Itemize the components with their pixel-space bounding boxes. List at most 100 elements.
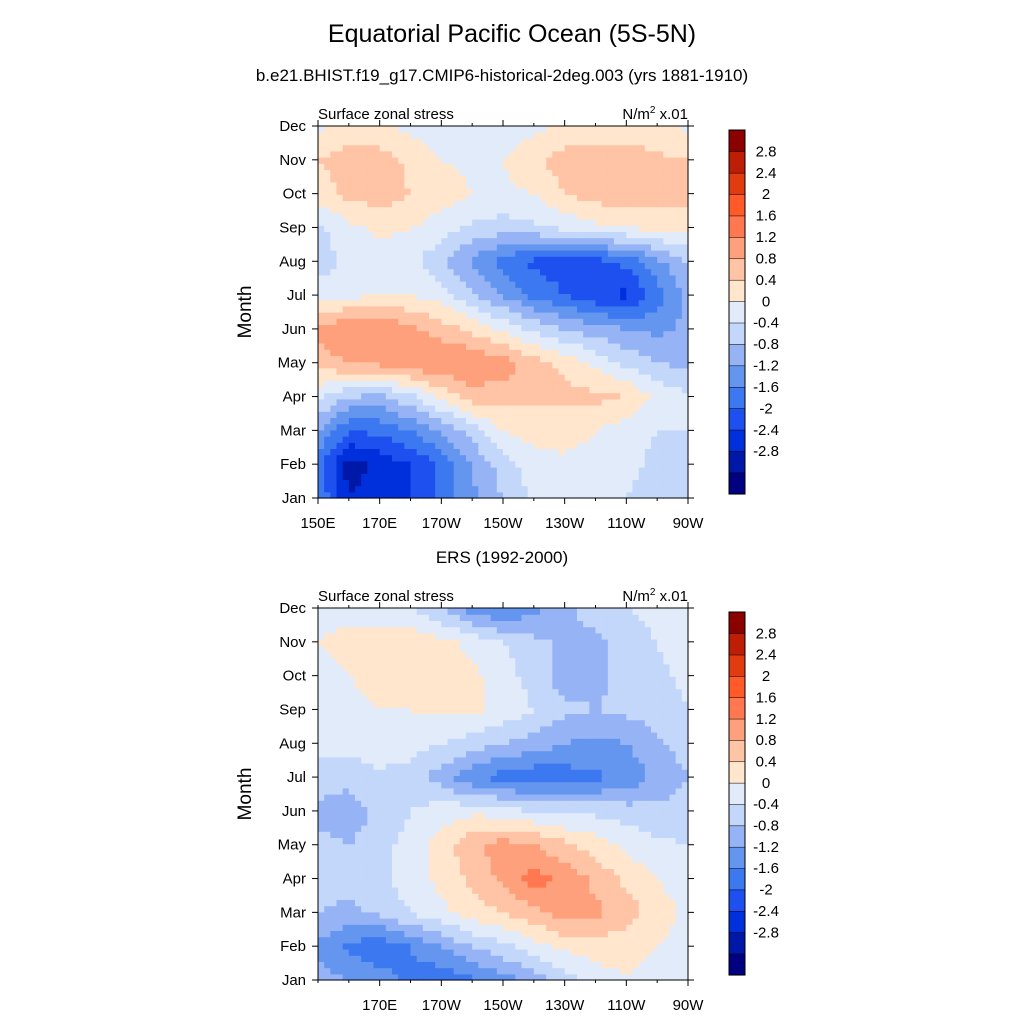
contour-cell — [330, 361, 338, 369]
contour-cell — [577, 138, 584, 146]
contour-cell — [385, 448, 393, 456]
contour-cell — [459, 281, 467, 288]
contour-cell — [564, 398, 572, 406]
contour-cell — [367, 256, 375, 263]
contour-cell — [601, 942, 609, 950]
contour-cell — [570, 485, 578, 493]
contour-cell — [521, 144, 529, 152]
contour-cell — [324, 324, 331, 332]
contour-cell — [515, 287, 523, 294]
contour-cell — [447, 163, 455, 170]
contour-cell — [318, 318, 325, 325]
contour-cell — [398, 157, 405, 164]
y-tick-label: Nov — [279, 152, 306, 169]
contour-cell — [379, 485, 387, 493]
contour-cell — [527, 862, 535, 869]
contour-cell — [527, 955, 535, 962]
contour-cell — [620, 324, 627, 332]
contour-cell — [564, 961, 572, 969]
contour-cell — [422, 367, 430, 375]
contour-cell — [638, 485, 646, 493]
contour-cell — [330, 967, 338, 975]
contour-cell — [410, 936, 418, 944]
contour-cell — [398, 181, 405, 189]
contour-cell — [416, 169, 424, 177]
contour-cell — [410, 231, 418, 239]
contour-cell — [644, 868, 652, 876]
contour-cell — [515, 132, 523, 139]
contour-cell — [484, 374, 492, 381]
contour-cell — [478, 274, 486, 282]
contour-cell — [657, 175, 664, 183]
contour-cell — [484, 287, 492, 294]
contour-cell — [663, 936, 671, 944]
contour-cell — [558, 918, 566, 925]
contour-cell — [638, 936, 646, 944]
contour-cell — [318, 856, 325, 863]
contour-cell — [638, 392, 646, 400]
contour-cell — [478, 212, 486, 220]
contour-cell — [558, 262, 566, 270]
contour-cell — [429, 361, 436, 369]
contour-cell — [392, 175, 399, 183]
contour-cell — [410, 429, 418, 437]
contour-cell — [404, 454, 412, 462]
contour-cell — [392, 194, 399, 201]
contour-cell — [398, 256, 405, 263]
contour-cell — [521, 250, 529, 257]
contour-cell — [657, 312, 664, 319]
contour-cell — [459, 942, 467, 950]
contour-cell — [589, 961, 597, 969]
contour-cell — [540, 181, 547, 189]
contour-cell — [663, 144, 671, 152]
contour-cell — [496, 386, 504, 394]
contour-cell — [404, 849, 412, 857]
contour-cell — [540, 398, 547, 406]
contour-cell — [663, 423, 671, 431]
contour-cell — [577, 392, 584, 400]
contour-cell — [626, 868, 634, 876]
contour-cell — [614, 175, 621, 183]
contour-cell — [626, 219, 634, 226]
contour-cell — [583, 942, 590, 950]
contour-cell — [601, 318, 609, 325]
contour-cell — [570, 188, 578, 195]
contour-cell — [558, 212, 566, 220]
contour-cell — [367, 436, 375, 443]
contour-cell — [496, 436, 504, 443]
contour-cell — [533, 163, 541, 170]
contour-cell — [595, 188, 603, 195]
contour-cell — [392, 887, 399, 894]
contour-cell — [638, 479, 646, 487]
contour-cell — [392, 355, 399, 363]
contour-cell — [558, 479, 566, 487]
contour-cell — [318, 380, 325, 387]
contour-cell — [601, 967, 609, 975]
contour-cell — [651, 169, 658, 177]
contour-cell — [644, 305, 652, 313]
contour-cell — [379, 138, 387, 146]
contour-cell — [404, 349, 412, 356]
contour-cell — [638, 343, 646, 350]
contour-cell — [342, 349, 350, 356]
contour-cell — [607, 126, 615, 133]
contour-cell — [484, 380, 492, 387]
contour-cell — [577, 491, 584, 499]
contour-cell — [620, 281, 627, 288]
contour-cell — [379, 398, 387, 406]
contour-cell — [453, 887, 461, 894]
contour-cell — [614, 973, 621, 981]
contour-cell — [447, 175, 455, 183]
contour-cell — [669, 144, 677, 152]
contour-cell — [361, 150, 368, 158]
contour-cell — [348, 491, 356, 499]
contour-cell — [355, 212, 362, 220]
contour-cell — [632, 355, 640, 363]
contour-cell — [614, 299, 621, 307]
contour-cell — [620, 918, 627, 925]
contour-cell — [657, 967, 664, 975]
contour-cell — [620, 485, 627, 493]
contour-cell — [410, 479, 418, 487]
contour-cell — [663, 405, 671, 412]
